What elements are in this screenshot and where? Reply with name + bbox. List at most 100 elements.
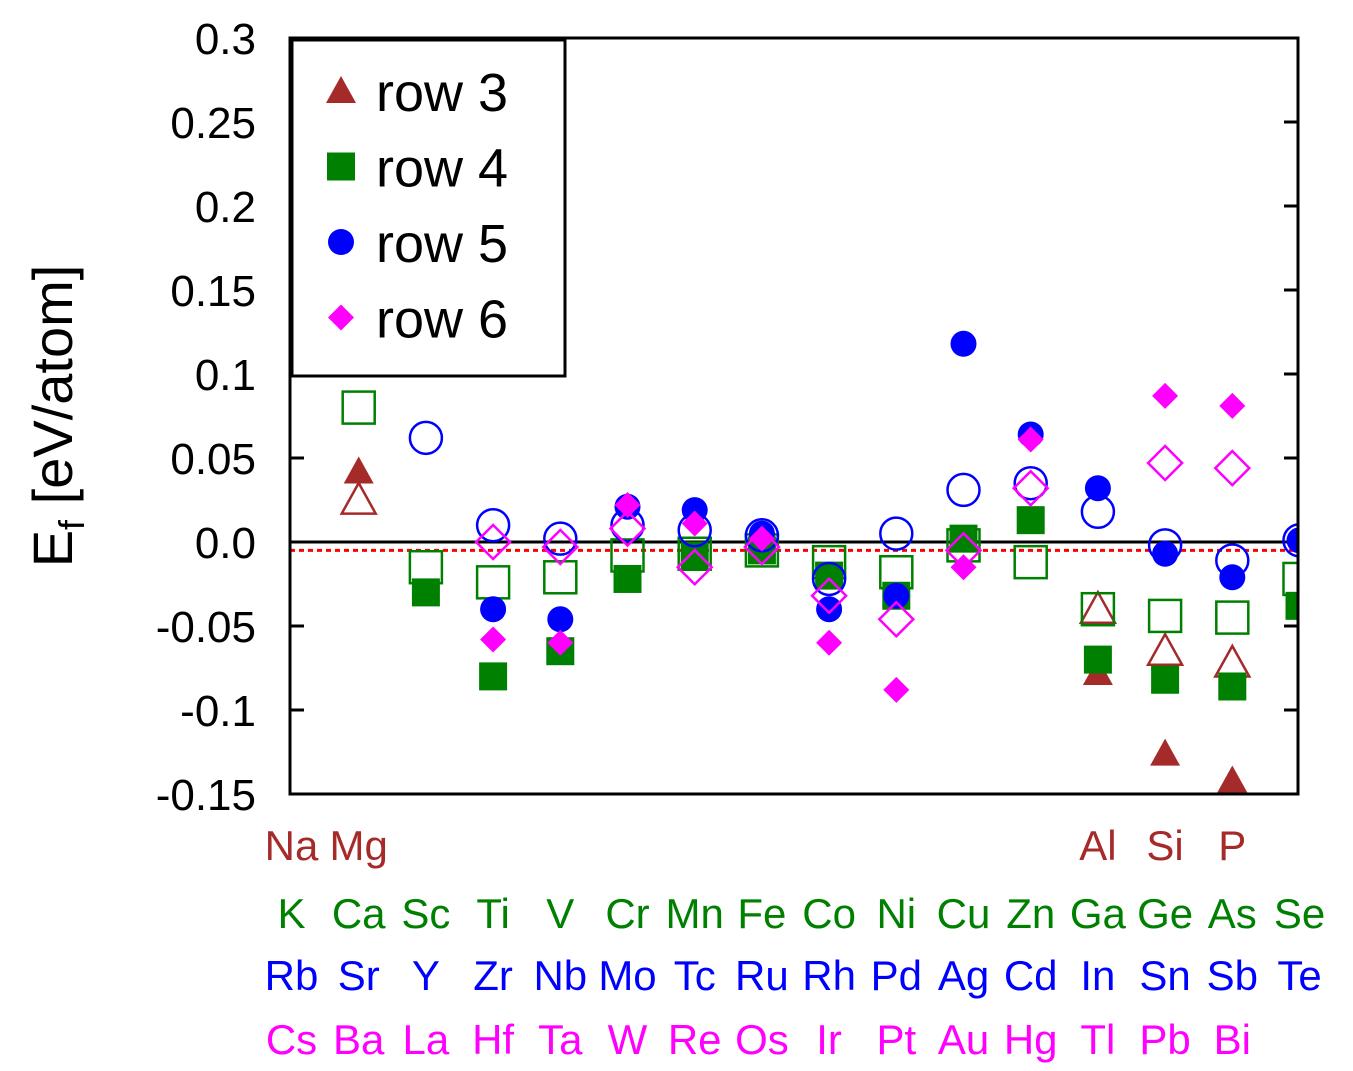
legend-marker — [328, 229, 354, 255]
element-label: Bi — [1214, 1016, 1251, 1063]
row-5-filled-point — [1219, 564, 1246, 591]
element-label: Hg — [1004, 1016, 1058, 1063]
element-label: Co — [802, 890, 856, 937]
y-tick-label: 0.05 — [170, 435, 256, 484]
element-label: Ge — [1137, 890, 1193, 937]
element-label: Cs — [266, 1016, 317, 1063]
row-5-filled-point — [1084, 475, 1111, 502]
element-label: La — [403, 1016, 450, 1063]
element-label: Au — [938, 1016, 989, 1063]
element-label: Sn — [1139, 952, 1190, 999]
row-4-open-point — [475, 565, 511, 600]
element-label: In — [1080, 952, 1115, 999]
row-6-filled-point — [614, 492, 641, 519]
row-6-filled-point — [748, 525, 775, 552]
row-5-filled-point — [883, 582, 910, 609]
y-tick-label: 0.25 — [170, 99, 256, 148]
element-label: Na — [265, 822, 319, 869]
legend-marker — [326, 76, 356, 103]
element-label: Fe — [737, 890, 786, 937]
element-label: Ga — [1070, 890, 1127, 937]
element-label: Os — [735, 1016, 789, 1063]
row-6-filled-point — [950, 554, 977, 581]
element-label: Al — [1079, 822, 1116, 869]
element-label: Si — [1146, 822, 1183, 869]
element-label: Re — [668, 1016, 722, 1063]
element-label: K — [277, 890, 305, 937]
row-5-open-point — [408, 420, 444, 456]
y-axis-label: Ef [eV/atom] — [21, 265, 92, 568]
y-tick-label: 0.2 — [195, 183, 256, 232]
row-6-filled-point — [816, 629, 843, 656]
row-5-open-point — [811, 561, 847, 597]
element-label: Te — [1277, 952, 1321, 999]
element-label: Ti — [476, 890, 509, 937]
row-5-filled-point — [1152, 540, 1179, 567]
row-5-open-point — [946, 472, 981, 508]
element-label: Zn — [1006, 890, 1055, 937]
row-6-filled-point — [1219, 392, 1246, 419]
row-4-open-point — [1147, 598, 1183, 634]
row-3-filled-point — [1217, 765, 1248, 793]
y-tick-label: 0.3 — [195, 15, 256, 64]
element-labels: Na Mg Al Si P K Ca Sc Ti V Cr Mn Fe Co Ni Cu Zn Ga Ge As Se R… — [265, 822, 1326, 1063]
row-5-open-point — [879, 516, 914, 551]
element-label: Tl — [1080, 1016, 1115, 1063]
legend: row 3 row 4 row 5 row 6 — [290, 38, 567, 378]
element-label: Ca — [332, 890, 386, 937]
element-label: Cd — [1004, 952, 1058, 999]
element-label: Rb — [265, 952, 319, 999]
element-label: Cr — [605, 890, 649, 937]
row-6-open-point — [474, 523, 512, 561]
row-4-filled-point — [411, 578, 440, 607]
row-4-filled-point — [613, 564, 642, 593]
row-4-filled-point — [1083, 645, 1112, 674]
element-label: Sc — [401, 890, 450, 937]
element-label: Ni — [876, 890, 916, 937]
plot-area — [290, 38, 1298, 793]
row-6-open-point — [877, 600, 916, 639]
plot-frame — [288, 36, 1300, 796]
element-label: P — [1218, 822, 1246, 869]
axis-labels: 0.3 0.25 0.2 0.15 0.1 0.05 0.0 -0.05 -0.1 -0.15 Ef… — [21, 15, 256, 820]
row-4-open-point — [1215, 600, 1250, 635]
element-label: Rh — [802, 952, 856, 999]
element-label: Ru — [735, 952, 789, 999]
row-4-filled-point — [1016, 506, 1045, 535]
legend-label: row 3 — [376, 63, 508, 123]
y-tick-label: 0.0 — [195, 519, 256, 568]
row-6-filled-point — [1152, 382, 1179, 409]
element-label: Ba — [333, 1016, 385, 1063]
row-4-filled-point — [949, 524, 978, 553]
legend-label: row 4 — [376, 139, 508, 199]
row-6-filled-point — [1017, 426, 1044, 453]
row-5-open-point — [1013, 465, 1048, 501]
row-6-open-point — [810, 576, 848, 615]
row-4-filled-point — [479, 662, 508, 691]
row-5-open-point — [543, 521, 578, 556]
legend-marker — [327, 152, 355, 181]
row-4-open-point — [543, 560, 578, 595]
row-3-open-point — [1213, 643, 1252, 678]
row-3-filled-point — [343, 456, 374, 484]
row-6-open-point — [1011, 469, 1050, 508]
element-label: Ir — [816, 1016, 842, 1063]
y-tick-label: -0.05 — [156, 603, 256, 652]
row-5-open-point — [475, 507, 511, 543]
row-6-filled-point — [883, 676, 910, 703]
element-label: Se — [1274, 890, 1325, 937]
legend-label: row 5 — [376, 214, 508, 274]
element-label: Pt — [876, 1016, 916, 1063]
row-6-open-point — [743, 528, 781, 566]
y-tick-label: 0.1 — [195, 351, 256, 400]
element-label: Pd — [871, 952, 922, 999]
row-4-open-point — [1080, 591, 1116, 627]
data-marks — [290, 38, 1298, 793]
row-4-open-point — [341, 390, 376, 425]
row-6-filled-point — [681, 510, 708, 537]
row-3-filled-point — [1150, 738, 1181, 766]
element-label: Nb — [533, 952, 587, 999]
element-label: Mg — [330, 822, 388, 869]
row-6-open-point — [1146, 444, 1184, 482]
element-label: Pb — [1139, 1016, 1190, 1063]
